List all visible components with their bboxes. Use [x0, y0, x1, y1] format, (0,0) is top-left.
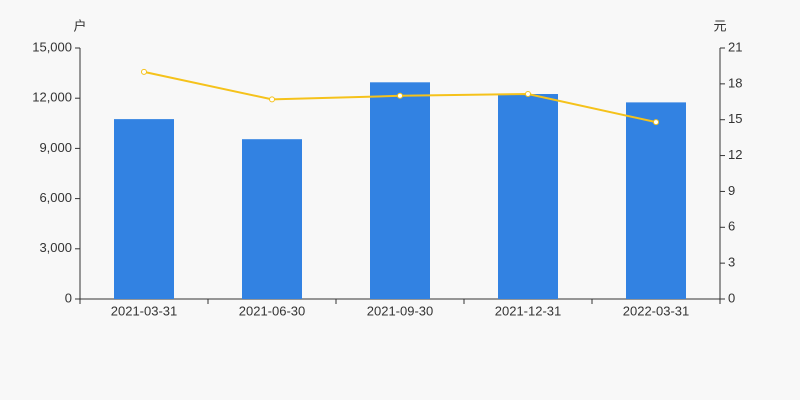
y-tick-label: 0 — [65, 290, 72, 305]
line-point — [141, 68, 147, 75]
bar — [498, 94, 558, 300]
bar — [626, 102, 686, 299]
x-tick-label: 2021-12-31 — [495, 303, 562, 318]
y2-tick-label: 9 — [728, 183, 735, 198]
y2-tick-label: 18 — [728, 75, 742, 90]
x-tick-label: 2021-03-31 — [111, 303, 178, 318]
y2-unit: 元 — [713, 18, 726, 33]
y-unit: 户 — [73, 18, 86, 33]
line-point — [397, 92, 403, 99]
x-tick-label: 2022-03-31 — [623, 303, 690, 318]
x-tick-label: 2021-09-30 — [367, 303, 434, 318]
x-tick-label: 2021-06-30 — [239, 303, 306, 318]
y2-tick-label: 12 — [728, 147, 742, 162]
bar — [242, 139, 302, 299]
bar — [370, 82, 430, 299]
y-tick-label: 15,000 — [32, 39, 72, 54]
line-point — [525, 91, 531, 98]
bar — [114, 119, 174, 299]
line-point — [269, 96, 275, 103]
y-tick-label: 9,000 — [39, 140, 72, 155]
y2-tick-label: 0 — [728, 290, 735, 305]
y2-tick-label: 6 — [728, 219, 735, 234]
y-tick-label: 6,000 — [39, 190, 72, 205]
y2-tick-label: 15 — [728, 111, 742, 126]
y2-tick-label: 3 — [728, 255, 735, 270]
y2-tick-label: 21 — [728, 39, 742, 54]
line-point — [653, 119, 659, 126]
y-tick-label: 3,000 — [39, 240, 72, 255]
y-tick-label: 12,000 — [32, 90, 72, 105]
